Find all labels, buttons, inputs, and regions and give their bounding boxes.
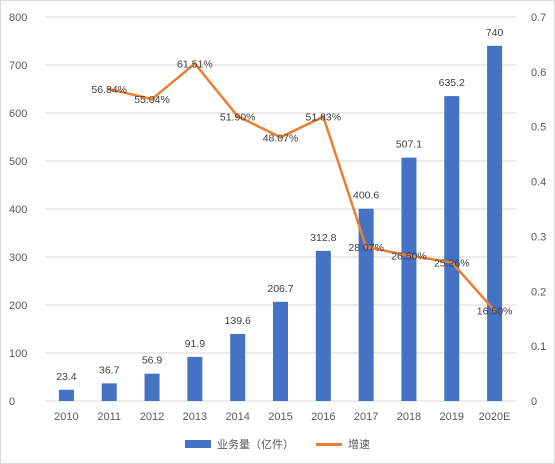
y-right-tick-label: 0 bbox=[531, 396, 537, 408]
bar bbox=[101, 383, 117, 401]
bar-value-label: 635.2 bbox=[439, 77, 465, 89]
y-left-tick-label: 400 bbox=[9, 204, 27, 216]
legend-label-bars: 业务量（亿件） bbox=[217, 439, 294, 451]
bar-value-label: 56.9 bbox=[142, 355, 163, 367]
bar-value-label: 400.6 bbox=[353, 190, 379, 202]
line-value-label: 48.07% bbox=[263, 132, 299, 144]
x-tick-label: 2016 bbox=[311, 411, 335, 423]
line-point bbox=[279, 135, 282, 139]
legend-label-line: 增速 bbox=[348, 439, 370, 451]
y-right-tick-label: 0.4 bbox=[531, 177, 546, 189]
line-point bbox=[450, 260, 454, 264]
y-right-tick-label: 0.1 bbox=[531, 341, 546, 353]
line-value-label: 56.84% bbox=[91, 84, 127, 96]
line-point bbox=[321, 115, 325, 119]
line-point bbox=[236, 114, 240, 118]
line-point bbox=[493, 308, 497, 312]
y-right-tick-label: 0.7 bbox=[531, 12, 546, 24]
bar-value-label: 139.6 bbox=[225, 315, 251, 327]
line-point bbox=[407, 254, 411, 258]
line-value-label: 55.04% bbox=[134, 94, 170, 106]
x-tick-label: 2014 bbox=[225, 411, 249, 423]
bar-value-label: 740 bbox=[486, 27, 504, 39]
line-point bbox=[107, 87, 111, 91]
x-tick-label: 2013 bbox=[183, 411, 207, 423]
bar-value-label: 507.1 bbox=[396, 139, 422, 151]
x-tick-label: 2020E bbox=[479, 411, 511, 423]
y-left-tick-label: 200 bbox=[9, 300, 27, 312]
bar bbox=[58, 389, 74, 401]
bar bbox=[444, 96, 460, 401]
line-value-label: 25.26% bbox=[434, 257, 470, 269]
x-tick-label: 2012 bbox=[140, 411, 164, 423]
x-tick-label: 2018 bbox=[397, 411, 421, 423]
bar bbox=[187, 356, 203, 401]
x-tick-label: 2010 bbox=[54, 411, 78, 423]
y-left-tick-label: 600 bbox=[9, 108, 27, 120]
line-point bbox=[150, 97, 154, 101]
y-right-tick-label: 0.5 bbox=[531, 122, 546, 134]
bar bbox=[144, 373, 160, 401]
line-point bbox=[193, 62, 197, 66]
x-tick-label: 2017 bbox=[354, 411, 378, 423]
y-right-tick-label: 0.2 bbox=[531, 286, 546, 298]
line-value-label: 51.90% bbox=[220, 111, 256, 123]
x-tick-label: 2011 bbox=[97, 411, 121, 423]
y-left-tick-label: 700 bbox=[9, 60, 27, 72]
line-value-label: 28.07% bbox=[348, 242, 384, 254]
line-value-label: 26.50% bbox=[391, 251, 427, 263]
bar-value-label: 23.4 bbox=[56, 371, 77, 383]
bar-value-label: 36.7 bbox=[99, 364, 120, 376]
legend-item-line: 增速 bbox=[316, 436, 370, 452]
bar bbox=[230, 333, 246, 401]
y-right-tick-label: 0.6 bbox=[531, 67, 546, 79]
x-tick-label: 2015 bbox=[268, 411, 292, 423]
y-left-tick-label: 300 bbox=[9, 252, 27, 264]
y-left-tick-label: 0 bbox=[9, 396, 15, 408]
bar bbox=[273, 301, 288, 401]
y-left-tick-label: 800 bbox=[9, 12, 27, 24]
bar bbox=[358, 208, 374, 401]
bar-value-label: 91.9 bbox=[185, 338, 206, 350]
line-value-label: 61.51% bbox=[177, 59, 213, 71]
bar-value-label: 312.8 bbox=[310, 232, 336, 244]
y-left-tick-label: 500 bbox=[9, 156, 27, 168]
line-point bbox=[364, 245, 368, 249]
legend-swatch-line bbox=[316, 442, 342, 446]
line-value-label: 16.50% bbox=[477, 305, 513, 317]
bar bbox=[315, 250, 331, 401]
legend: 业务量（亿件） 增速 bbox=[1, 436, 554, 452]
y-right-tick-label: 0.3 bbox=[531, 231, 546, 243]
legend-swatch-bar bbox=[185, 440, 211, 448]
y-left-tick-label: 100 bbox=[9, 348, 27, 360]
bar-value-label: 206.7 bbox=[267, 283, 293, 295]
line-value-label: 51.83% bbox=[306, 112, 342, 124]
bar bbox=[487, 45, 503, 402]
x-tick-label: 2019 bbox=[440, 411, 464, 423]
growth-line bbox=[108, 62, 496, 312]
bar bbox=[401, 157, 417, 401]
legend-item-bars: 业务量（亿件） bbox=[185, 436, 294, 452]
